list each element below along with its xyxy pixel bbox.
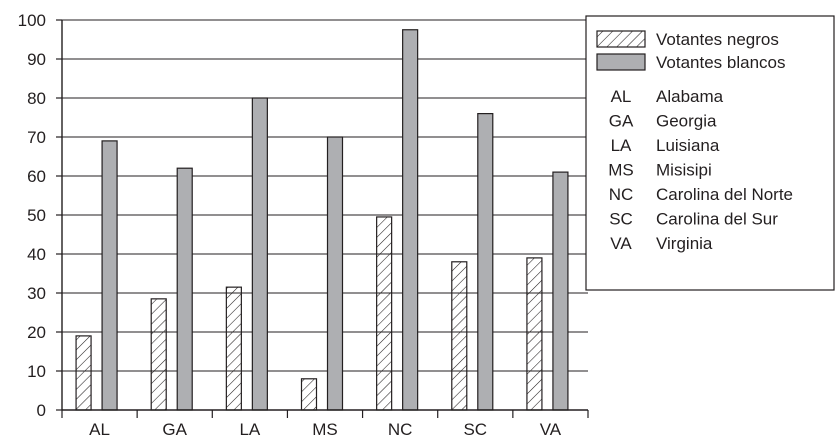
legend-state-name: Misisipi (656, 161, 712, 180)
x-tick-label: SC (463, 420, 487, 437)
legend-state-name: Carolina del Sur (656, 210, 778, 229)
bar-white-voters-al (101, 140, 118, 411)
bar-black-voters-ga (150, 298, 167, 411)
y-tick-label: 90 (27, 50, 46, 69)
bar-white-voters-ms (326, 136, 344, 411)
bar-white-voters-nc (402, 29, 419, 411)
bar-black-voters-sc (451, 261, 468, 411)
y-tick-label: 50 (27, 206, 46, 225)
legend-swatch-black-voters (596, 30, 646, 48)
y-tick-label: 10 (27, 362, 46, 381)
bar-white-voters-la (251, 97, 268, 411)
bar-black-voters-ms (300, 378, 318, 411)
gridlines (62, 19, 588, 372)
legend-state-code: AL (611, 87, 632, 106)
x-tick-label: AL (89, 420, 110, 437)
legend-state-name: Georgia (656, 112, 717, 131)
y-tick-label: 0 (37, 401, 46, 420)
legend-state-code: SC (609, 210, 633, 229)
legend-state-name: Luisiana (656, 136, 720, 155)
legend-state-name: Carolina del Norte (656, 185, 793, 204)
bar-black-voters-va (526, 257, 543, 411)
legend-state-code: GA (609, 112, 634, 131)
bar-white-voters-sc (477, 112, 494, 411)
legend-swatch-white-voters (596, 53, 646, 71)
x-tick-label: NC (388, 420, 413, 437)
legend-state-code: LA (611, 136, 632, 155)
x-tick-label: VA (540, 420, 562, 437)
axes: 0 10 20 30 40 50 60 70 80 90 100 AL GA LA MS NC SC VA (18, 11, 589, 439)
legend-state-name: Virginia (656, 234, 713, 253)
legend-state-code: NC (609, 185, 634, 204)
legend: Votantes negros Votantes blancos AL Alabama… (585, 15, 835, 291)
bar-white-voters-ga (176, 167, 193, 411)
bar-black-voters-nc (376, 216, 393, 411)
x-tick-label: LA (239, 420, 260, 437)
legend-series-label: Votantes negros (656, 30, 779, 49)
bar-white-voters-va (552, 171, 569, 411)
legend-state-name: Alabama (656, 87, 724, 106)
y-tick-label: 70 (27, 128, 46, 147)
bar-black-voters-al (75, 335, 92, 411)
legend-series-label: Votantes blancos (656, 53, 785, 72)
y-tick-label: 40 (27, 245, 46, 264)
legend-state-code: MS (608, 161, 634, 180)
y-tick-label: 100 (18, 11, 46, 30)
y-tick-label: 20 (27, 323, 46, 342)
y-tick-label: 30 (27, 284, 46, 303)
x-tick-label: GA (162, 420, 187, 437)
bars (75, 29, 569, 411)
bar-black-voters-la (225, 286, 242, 411)
y-tick-label: 80 (27, 89, 46, 108)
y-tick-label: 60 (27, 167, 46, 186)
x-tick-label: MS (312, 420, 338, 437)
legend-state-code: VA (610, 234, 632, 253)
